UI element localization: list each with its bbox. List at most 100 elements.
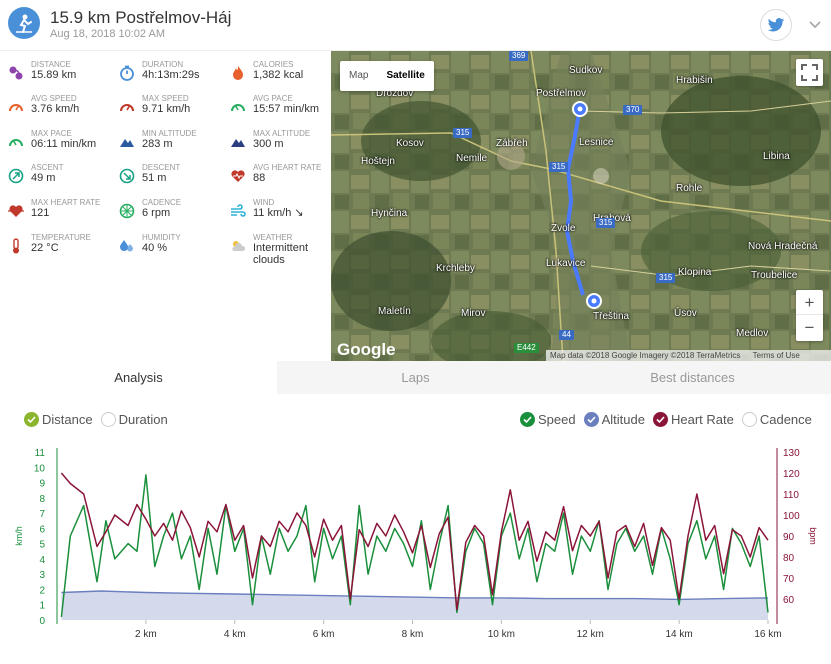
y-right-axis-label: bpm xyxy=(808,527,818,545)
twitter-share-button[interactable] xyxy=(760,9,792,41)
map-place-label: Zvole xyxy=(551,223,576,234)
altitude-series-line xyxy=(61,590,769,601)
map-place-label: Zábřeh xyxy=(496,138,528,149)
stat-value: 11 km/h ↘ xyxy=(253,207,304,219)
stat-value: 88 xyxy=(253,172,266,184)
map-place-label: Rohle xyxy=(676,183,703,194)
chevron-down-icon[interactable] xyxy=(808,17,822,35)
humidity-icon xyxy=(120,240,133,252)
map-place-label: Hynčina xyxy=(371,208,408,219)
descent-icon xyxy=(119,168,135,184)
y-left-tick-label: 1 xyxy=(39,601,45,612)
terms-of-use-link[interactable]: Terms of Use xyxy=(752,351,800,360)
stat-max-altitude: MAX ALTITUDE 300 m xyxy=(222,129,332,163)
stat-value: 22 °C xyxy=(31,242,59,254)
stat-value: 40 % xyxy=(142,242,168,254)
stat-value: Intermittent clouds xyxy=(253,242,309,266)
y-right-tick-label: 130 xyxy=(783,448,800,459)
road-number-badge: 315 xyxy=(656,273,676,283)
y-left-tick-label: 2 xyxy=(39,585,45,596)
satellite-view-button[interactable]: Satellite xyxy=(386,70,425,81)
map-place-label: Nemile xyxy=(456,153,488,164)
stat-descent: DESCENT 51 m xyxy=(111,163,221,197)
y-left-tick-label: 5 xyxy=(39,540,45,551)
y-right-tick-label: 80 xyxy=(783,553,795,564)
fullscreen-icon xyxy=(801,64,818,81)
check-icon xyxy=(583,411,599,427)
altitude-area xyxy=(61,591,768,620)
twitter-icon xyxy=(767,18,785,32)
y-right-tick-label: 120 xyxy=(783,469,800,480)
radio-empty-icon xyxy=(100,411,116,427)
speed-toggle[interactable]: Speed xyxy=(520,411,576,427)
map-place-label: Maletín xyxy=(378,306,411,317)
map-view-button[interactable]: Map xyxy=(349,70,369,81)
stat-label: MAX HEART RATE xyxy=(31,198,101,207)
map-place-label: Úsov xyxy=(674,308,697,319)
map-attribution: Map data ©2018 Google Imagery ©2018 Terr… xyxy=(546,350,831,361)
pace-icon xyxy=(9,139,23,147)
tab-laps[interactable]: Laps xyxy=(277,361,554,394)
stat-min-altitude: MIN ALTITUDE 283 m xyxy=(111,129,221,163)
y-right-tick-label: 60 xyxy=(783,595,795,606)
heart-pulse-icon xyxy=(8,205,24,217)
zoom-in-button[interactable]: + xyxy=(796,290,823,315)
stat-value: 06:11 min/km xyxy=(31,138,97,150)
stat-humidity: HUMIDITY 40 % xyxy=(111,233,221,267)
road-number-badge: 369 xyxy=(509,51,529,61)
tab-analysis[interactable]: Analysis xyxy=(0,361,277,394)
stat-label: MAX PACE xyxy=(31,129,72,138)
stat-value: 283 m xyxy=(142,138,173,150)
altitude-toggle[interactable]: Altitude xyxy=(583,411,645,427)
stat-weather: WEATHER Intermittent clouds xyxy=(222,233,332,267)
y-right-tick-label: 110 xyxy=(783,490,799,501)
radio-empty-icon xyxy=(741,411,757,427)
series-toggle: Speed Altitude Heart Rate Cadence xyxy=(520,410,820,428)
cadence-toggle[interactable]: Cadence xyxy=(741,411,812,427)
map-place-label: Kosov xyxy=(396,138,424,149)
zoom-out-button[interactable]: − xyxy=(804,318,815,337)
fullscreen-button[interactable] xyxy=(796,59,823,86)
stats-panel: DISTANCE 15.89 km DURATION 4h:13m:29s CALORI… xyxy=(0,51,331,360)
stat-label: MIN ALTITUDE xyxy=(142,129,197,138)
stat-label: HUMIDITY xyxy=(142,233,181,242)
map-place-label: Medlov xyxy=(736,328,769,339)
y-left-axis-label: km/h xyxy=(14,526,24,546)
heart-rate-series-line xyxy=(60,472,769,611)
y-left-tick-label: 11 xyxy=(35,448,46,459)
end-marker-icon xyxy=(586,293,602,309)
route-map[interactable]: Sudkov Hrabišin Drozdov Postřelmov Kosov Zábř… xyxy=(331,51,831,361)
map-place-label: Libina xyxy=(763,151,790,162)
cadence-icon xyxy=(119,203,135,219)
x-tick-label: 16 km xyxy=(754,629,781,640)
stat-label: AVG PACE xyxy=(253,94,293,103)
distance-toggle[interactable]: Distance xyxy=(24,411,93,427)
stat-label: CADENCE xyxy=(142,198,182,207)
road-number-badge: 315 xyxy=(549,162,569,172)
tab-best-distances[interactable]: Best distances xyxy=(554,361,831,394)
stat-value: 9.71 km/h xyxy=(142,103,191,115)
map-place-label: Třeština xyxy=(593,311,630,322)
mountain-icon xyxy=(120,139,134,147)
stat-value: 51 m xyxy=(142,172,167,184)
y-right-tick-label: 100 xyxy=(783,511,800,522)
map-type-toggle: Map Satellite xyxy=(340,61,434,91)
map-place-label: Hrabišin xyxy=(676,75,713,86)
stat-value: 121 xyxy=(31,207,50,219)
activity-type-icon xyxy=(8,7,40,39)
y-left-tick-label: 7 xyxy=(39,509,45,520)
stat-label: ASCENT xyxy=(31,163,64,172)
y-left-tick-label: 4 xyxy=(39,555,45,566)
road-number-badge: 315 xyxy=(596,218,616,228)
stat-value: 15:57 min/km xyxy=(253,103,320,115)
stat-label: DURATION xyxy=(142,60,184,69)
analysis-chart[interactable]: 0 1 2 3 4 5 6 7 8 9 10 11 km/h 60 70 80 90 100 110 120 130 bp… xyxy=(0,440,831,664)
stat-label: DISTANCE xyxy=(31,60,71,69)
heart-rate-toggle[interactable]: Heart Rate xyxy=(652,411,734,427)
map-place-label: Mirov xyxy=(461,308,486,319)
weather-icon xyxy=(232,241,246,251)
road-number-badge: E442 xyxy=(514,343,539,353)
duration-toggle[interactable]: Duration xyxy=(100,411,168,427)
x-tick-label: 8 km xyxy=(402,629,424,640)
stat-label: MAX ALTITUDE xyxy=(253,129,311,138)
